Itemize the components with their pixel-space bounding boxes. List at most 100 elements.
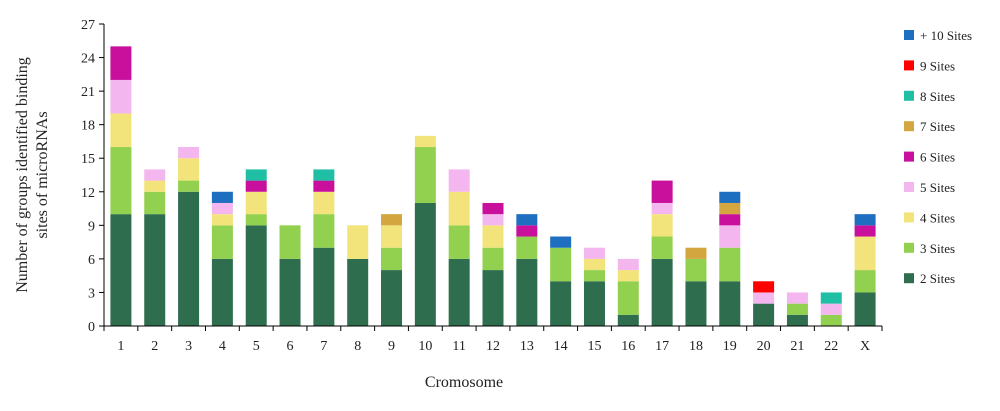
bars-layer xyxy=(110,46,876,326)
x-tick-label: 22 xyxy=(824,339,838,354)
legend-item: 4 Sites xyxy=(904,210,955,225)
bar-segment-17-series-3 xyxy=(651,202,673,215)
bar-segment-14-series-0 xyxy=(550,281,572,326)
bar-segment-12-series-0 xyxy=(482,270,504,326)
bar-segment-12-series-4 xyxy=(482,202,504,215)
bar-stack-2 xyxy=(144,169,166,326)
bar-segment-12-series-3 xyxy=(482,214,504,226)
bar-segment-13-series-4 xyxy=(516,225,538,237)
bar-segment-X-series-2 xyxy=(854,236,876,271)
x-tick-label: 6 xyxy=(287,339,294,354)
bar-stack-9 xyxy=(381,214,403,326)
bar-stack-19 xyxy=(719,191,741,326)
y-tick-label: 0 xyxy=(88,320,95,335)
y-tick-label: 6 xyxy=(88,253,95,268)
y-tick-label: 27 xyxy=(81,18,95,33)
x-tick-label: 19 xyxy=(723,339,737,354)
bar-segment-7-series-2 xyxy=(313,191,335,215)
x-tick-label: 10 xyxy=(418,339,432,354)
bar-stack-21 xyxy=(786,292,808,326)
bar-segment-19-series-4 xyxy=(719,214,741,226)
bar-segment-11-series-3 xyxy=(448,169,470,192)
legend-label: 7 Sites xyxy=(920,119,955,134)
bar-segment-5-series-2 xyxy=(245,191,267,215)
legend-item: 2 Sites xyxy=(904,271,955,286)
bar-segment-1-series-2 xyxy=(110,113,132,148)
legend-item: + 10 Sites xyxy=(904,28,972,43)
legend-label: 9 Sites xyxy=(920,58,955,73)
x-tick-label: 20 xyxy=(757,339,771,354)
x-tick-label: 3 xyxy=(185,339,192,354)
x-tick-label: 12 xyxy=(486,339,500,354)
y-axis-title-line-1: Number of groups identified binding xyxy=(14,57,31,293)
legend-item: 5 Sites xyxy=(904,180,955,195)
bar-segment-16-series-0 xyxy=(617,314,639,326)
legend: + 10 Sites 9 Sites 8 Sites 7 Sites 6 Sites 5 … xyxy=(904,28,972,286)
legend-label: 8 Sites xyxy=(920,89,955,104)
bar-segment-17-series-1 xyxy=(651,236,673,259)
y-tick-label: 24 xyxy=(81,52,95,67)
x-tick-label: 14 xyxy=(554,339,568,354)
bar-segment-19-series-3 xyxy=(719,225,741,248)
bar-segment-19-series-8 xyxy=(719,191,741,203)
x-tick-label: 5 xyxy=(253,339,260,354)
bar-segment-10-series-0 xyxy=(414,202,436,326)
bar-segment-9-series-2 xyxy=(381,225,403,248)
bar-segment-15-series-3 xyxy=(583,247,605,259)
bar-stack-7 xyxy=(313,169,335,326)
bar-segment-20-series-3 xyxy=(753,292,775,304)
bar-segment-6-series-1 xyxy=(279,225,301,259)
y-tick-label: 12 xyxy=(81,186,95,201)
bar-segment-11-series-0 xyxy=(448,258,470,326)
legend-label: + 10 Sites xyxy=(920,28,972,43)
bar-segment-X-series-8 xyxy=(854,214,876,226)
bar-segment-11-series-2 xyxy=(448,191,470,226)
bar-segment-15-series-0 xyxy=(583,281,605,326)
x-axis-title: Cromosome xyxy=(425,374,503,391)
bar-segment-3-series-3 xyxy=(178,147,200,159)
bar-stack-22 xyxy=(820,292,842,326)
y-axis-title: Number of groups identified binding site… xyxy=(14,57,51,293)
x-tick-label: 2 xyxy=(151,339,158,354)
y-axis-title-line-2: sites of microRNAs xyxy=(34,111,51,238)
bar-segment-20-series-7 xyxy=(753,281,775,293)
bar-segment-22-series-3 xyxy=(820,303,842,315)
bar-segment-21-series-3 xyxy=(786,292,808,304)
bar-stack-8 xyxy=(347,225,369,326)
legend-swatch xyxy=(904,151,914,162)
x-tick-label: 4 xyxy=(219,339,226,354)
bar-stack-6 xyxy=(279,225,301,326)
bar-segment-4-series-3 xyxy=(211,202,233,215)
legend-swatch xyxy=(904,30,914,40)
legend-swatch xyxy=(904,60,914,71)
bar-segment-5-series-1 xyxy=(245,214,267,226)
bar-segment-13-series-0 xyxy=(516,258,538,326)
legend-label: 2 Sites xyxy=(920,271,955,286)
bar-segment-4-series-8 xyxy=(211,191,233,203)
bar-segment-21-series-1 xyxy=(786,303,808,315)
bar-segment-2-series-3 xyxy=(144,169,166,181)
bar-stack-20 xyxy=(753,281,775,326)
bar-segment-16-series-2 xyxy=(617,270,639,282)
bar-segment-5-series-0 xyxy=(245,225,267,326)
bar-segment-X-series-4 xyxy=(854,225,876,237)
y-tick-label: 15 xyxy=(81,152,95,167)
bar-segment-13-series-1 xyxy=(516,236,538,259)
bar-stack-16 xyxy=(617,258,639,326)
bar-segment-7-series-0 xyxy=(313,247,335,326)
bar-segment-17-series-2 xyxy=(651,214,673,237)
bar-segment-7-series-6 xyxy=(313,169,335,181)
bar-segment-1-series-3 xyxy=(110,79,132,114)
bar-segment-7-series-1 xyxy=(313,214,335,248)
bar-segment-9-series-5 xyxy=(381,214,403,226)
bar-segment-4-series-0 xyxy=(211,258,233,326)
bar-stack-5 xyxy=(245,169,267,326)
x-tick-label: 9 xyxy=(388,339,395,354)
bar-stack-11 xyxy=(448,169,470,326)
bar-segment-16-series-1 xyxy=(617,281,639,315)
legend-label: 6 Sites xyxy=(920,150,955,165)
legend-label: 3 Sites xyxy=(920,241,955,256)
bar-stack-15 xyxy=(583,247,605,326)
